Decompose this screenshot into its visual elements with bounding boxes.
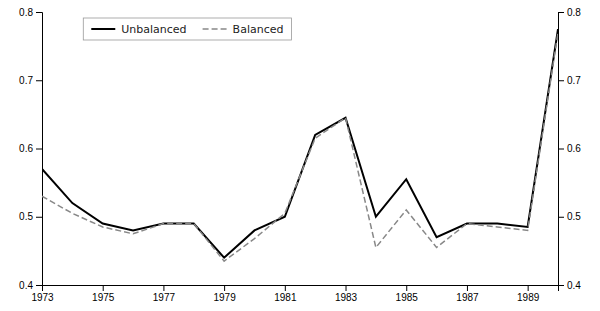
y-axis-tick-label: 0.8 — [19, 7, 33, 18]
y-axis-tick: 0.8 — [19, 7, 42, 18]
x-axis-tick: 1975 — [92, 285, 115, 303]
x-axis-tick-label: 1975 — [92, 292, 115, 303]
y-axis-tick: 0.7 — [19, 75, 42, 86]
y-axis-tick-mark — [36, 12, 42, 13]
y2-axis-tick-label: 0.4 — [567, 280, 581, 291]
y2-axis-tick-mark — [558, 12, 564, 13]
y2-axis-tick: 0.7 — [558, 75, 581, 86]
x-axis-tick-label: 1977 — [153, 292, 176, 303]
x-axis-tick-label: 1983 — [335, 292, 358, 303]
x-axis-tick-mark — [285, 285, 286, 291]
x-axis-tick-label: 1987 — [456, 292, 479, 303]
x-axis-tick-label: 1985 — [396, 292, 419, 303]
x-axis-tick-mark — [163, 285, 164, 291]
y2-axis-tick-label: 0.6 — [567, 143, 581, 154]
x-axis-tick-label: 1981 — [274, 292, 297, 303]
x-axis-tick: 1985 — [396, 285, 419, 303]
x-axis-tick-label: 1979 — [213, 292, 236, 303]
y2-axis-tick: 0.8 — [558, 7, 581, 18]
x-axis-tick: 1989 — [517, 285, 540, 303]
x-axis-tick: 1981 — [274, 285, 297, 303]
y2-axis-tick-mark — [558, 80, 564, 81]
y-axis-line — [36, 13, 43, 286]
y2-axis: 0.4 0.5 0.6 0.7 0.8 — [558, 7, 581, 291]
y2-axis-tick-mark — [558, 149, 564, 150]
legend-label: Unbalanced — [121, 23, 186, 36]
x-axis-tick: 1987 — [456, 285, 479, 303]
lines — [42, 29, 558, 261]
x-axis-tick-label: 1989 — [517, 292, 540, 303]
legend-label: Balanced — [233, 23, 284, 36]
x-axis: 1973 1975 1977 1979 1981 1983 1985 1987 1989 — [31, 285, 558, 303]
x-axis-tick-mark — [406, 285, 407, 291]
plot-area: 1973197519771979198119831985198719890.40… — [19, 7, 581, 303]
x-axis-tick-mark — [346, 285, 347, 291]
y-axis-tick: 0.4 — [19, 280, 42, 291]
legend-item: Unbalanced — [91, 23, 186, 36]
x-axis-tick-mark — [528, 285, 529, 291]
x-axis-tick: 1979 — [213, 285, 236, 303]
y-axis-tick-mark — [36, 217, 42, 218]
legend: Unbalanced Balanced — [83, 18, 291, 40]
x-axis-tick-mark — [467, 285, 468, 291]
y-axis-tick-mark — [36, 149, 42, 150]
x-axis-tick: 1977 — [153, 285, 176, 303]
y2-axis-tick-mark — [558, 285, 564, 286]
x-axis-tick-mark — [224, 285, 225, 291]
y-axis-tick-label: 0.4 — [19, 280, 33, 291]
series-line — [42, 32, 558, 261]
x-axis-tick-mark — [103, 285, 104, 291]
y2-axis-tick: 0.5 — [558, 211, 581, 222]
y-axis-tick-label: 0.6 — [19, 143, 33, 154]
y2-axis-tick-label: 0.8 — [567, 7, 581, 18]
y-axis: 0.4 0.5 0.6 0.7 0.8 — [19, 7, 42, 291]
y2-axis-tick: 0.4 — [558, 280, 581, 291]
y2-axis-line — [559, 13, 565, 286]
y-axis-tick-label: 0.5 — [19, 211, 33, 222]
x-axis-tick: 1983 — [335, 285, 358, 303]
y-axis-tick-mark — [36, 80, 42, 81]
y-axis-tick: 0.6 — [19, 143, 42, 154]
y-axis-tick-label: 0.7 — [19, 75, 33, 86]
x-axis-tick-label: 1973 — [31, 292, 54, 303]
legend-swatch — [91, 28, 115, 30]
y-axis-tick-mark — [36, 285, 42, 286]
y2-axis-tick: 0.6 — [558, 143, 581, 154]
legend-frame — [83, 18, 291, 40]
y2-axis-tick-label: 0.7 — [567, 75, 581, 86]
y2-axis-tick-label: 0.5 — [567, 211, 581, 222]
y-axis-tick: 0.5 — [19, 211, 42, 222]
legend-swatch — [203, 28, 227, 30]
x-axis-tick: 1973 — [31, 285, 54, 303]
legend-item: Balanced — [203, 23, 284, 36]
chart: 1973197519771979198119831985198719890.40… — [0, 0, 600, 311]
series-line — [42, 29, 558, 258]
x-axis-line — [43, 286, 559, 292]
y2-axis-tick-mark — [558, 217, 564, 218]
